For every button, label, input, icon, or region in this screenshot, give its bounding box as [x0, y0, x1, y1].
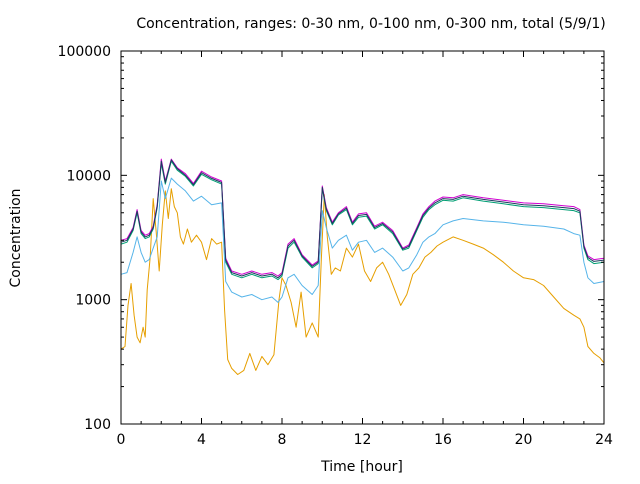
- series-line-1: [120, 177, 605, 303]
- series-line-0: [120, 188, 605, 375]
- x-axis-label: Time [hour]: [320, 459, 403, 475]
- y-tick-label: 100000: [58, 44, 111, 60]
- plot-frame: [120, 50, 605, 425]
- y-tick-label: 1000: [75, 293, 111, 309]
- y-tick-label: 10000: [66, 168, 111, 184]
- x-tick-label: 0: [117, 432, 126, 448]
- x-tick-label: 24: [595, 432, 613, 448]
- x-tick-label: 20: [515, 432, 533, 448]
- series-layer: [120, 158, 605, 375]
- series-line-4: [120, 159, 605, 279]
- y-tick-label: 100: [84, 417, 111, 433]
- y-axis-label: Concentration: [8, 188, 24, 287]
- series-line-3: [120, 158, 605, 277]
- x-tick-label: 16: [434, 432, 452, 448]
- x-tick-label: 4: [197, 432, 206, 448]
- x-tick-label: 8: [278, 432, 287, 448]
- chart-title: Concentration, ranges: 0-30 nm, 0-100 nm…: [136, 16, 605, 32]
- tick-layer: 0 4 8 12 16 20 24 100 1000 10000 100000: [58, 44, 613, 448]
- x-tick-label: 12: [354, 432, 372, 448]
